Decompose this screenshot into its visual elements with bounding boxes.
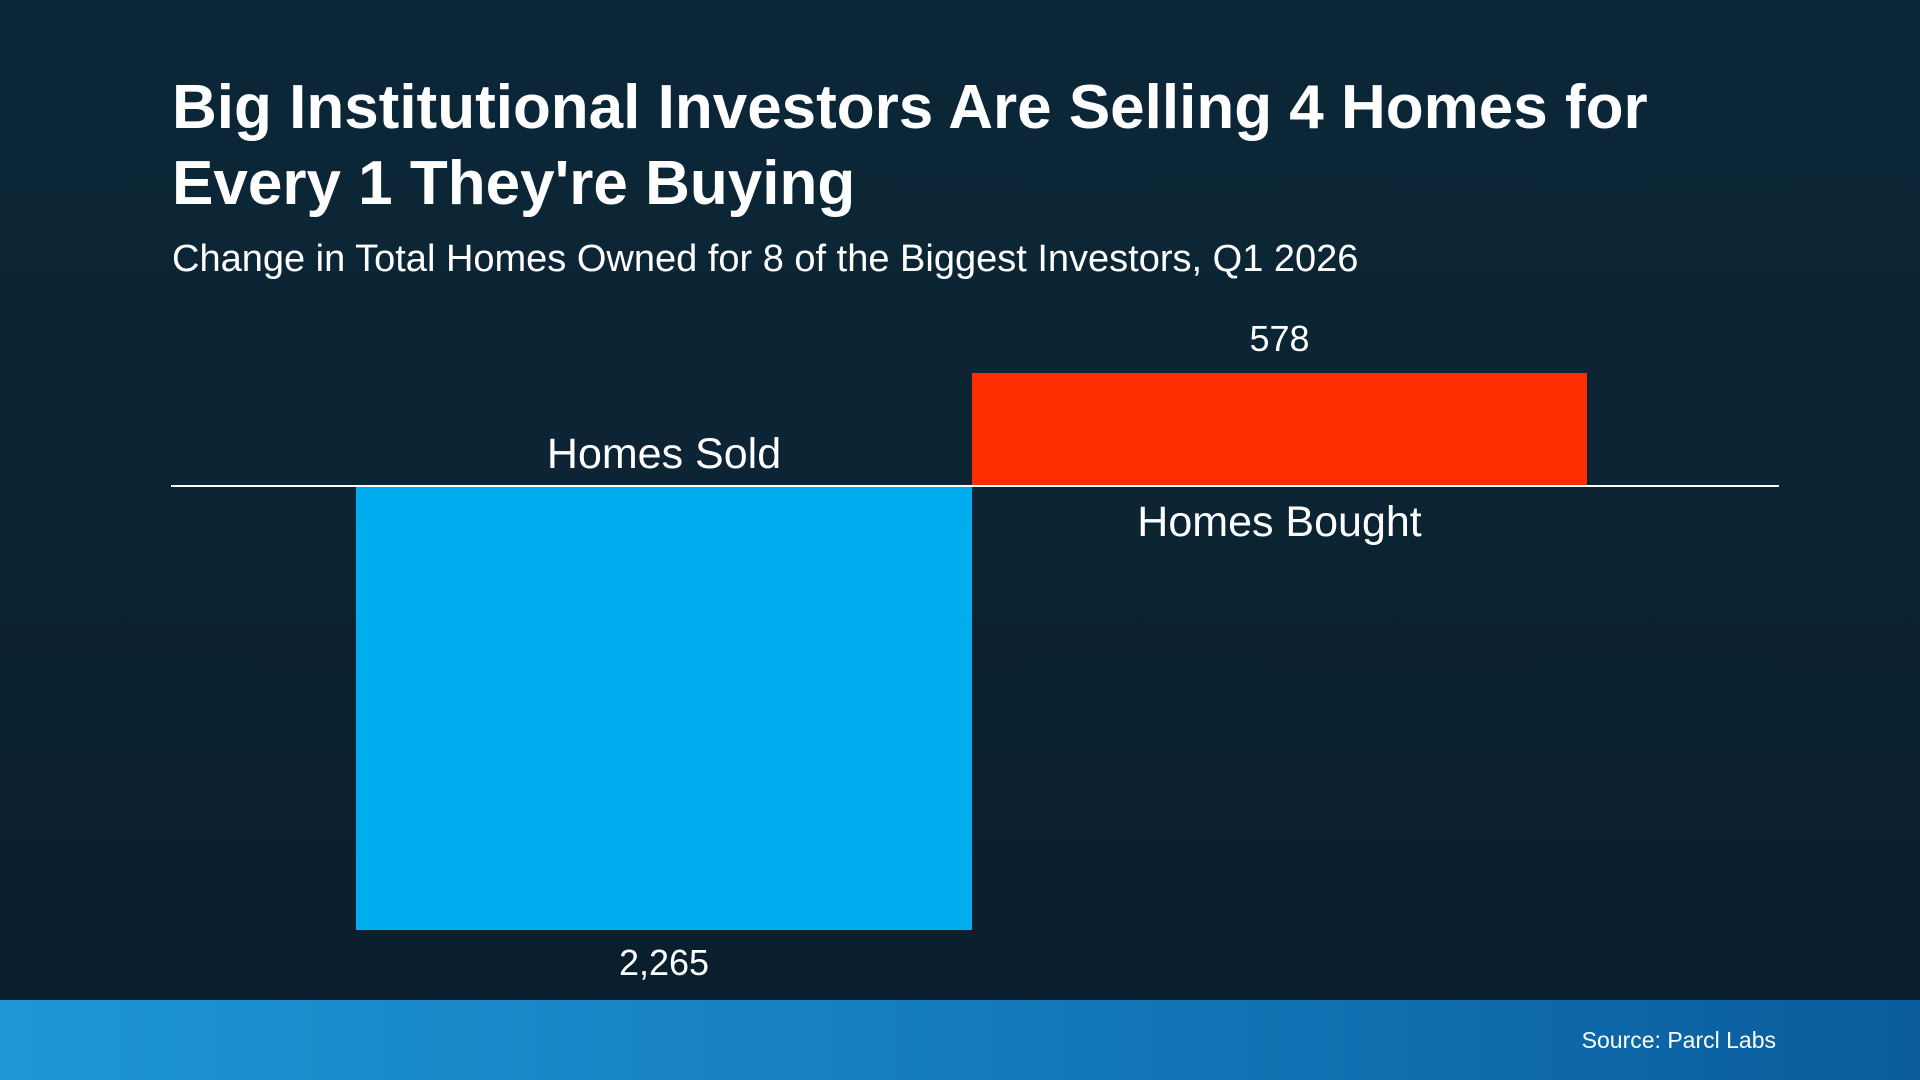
value-label-homes-sold: 2,265 (618, 942, 710, 983)
chart-title: Big Institutional Investors Are Selling … (172, 73, 1648, 218)
value-label-homes-bought: 578 (1249, 318, 1310, 359)
source-label: Source: Parcl Labs (1581, 1026, 1776, 1053)
bar-homes-bought (972, 373, 1587, 486)
chart-subtitle: Change in Total Homes Owned for 8 of the… (172, 238, 1359, 280)
category-label-homes-bought: Homes Bought (1137, 498, 1422, 546)
bar-homes-sold (356, 486, 972, 930)
footer-bar: Source: Parcl Labs (0, 1000, 1920, 1080)
category-label-homes-sold: Homes Sold (546, 430, 782, 478)
zero-baseline (171, 485, 1779, 487)
